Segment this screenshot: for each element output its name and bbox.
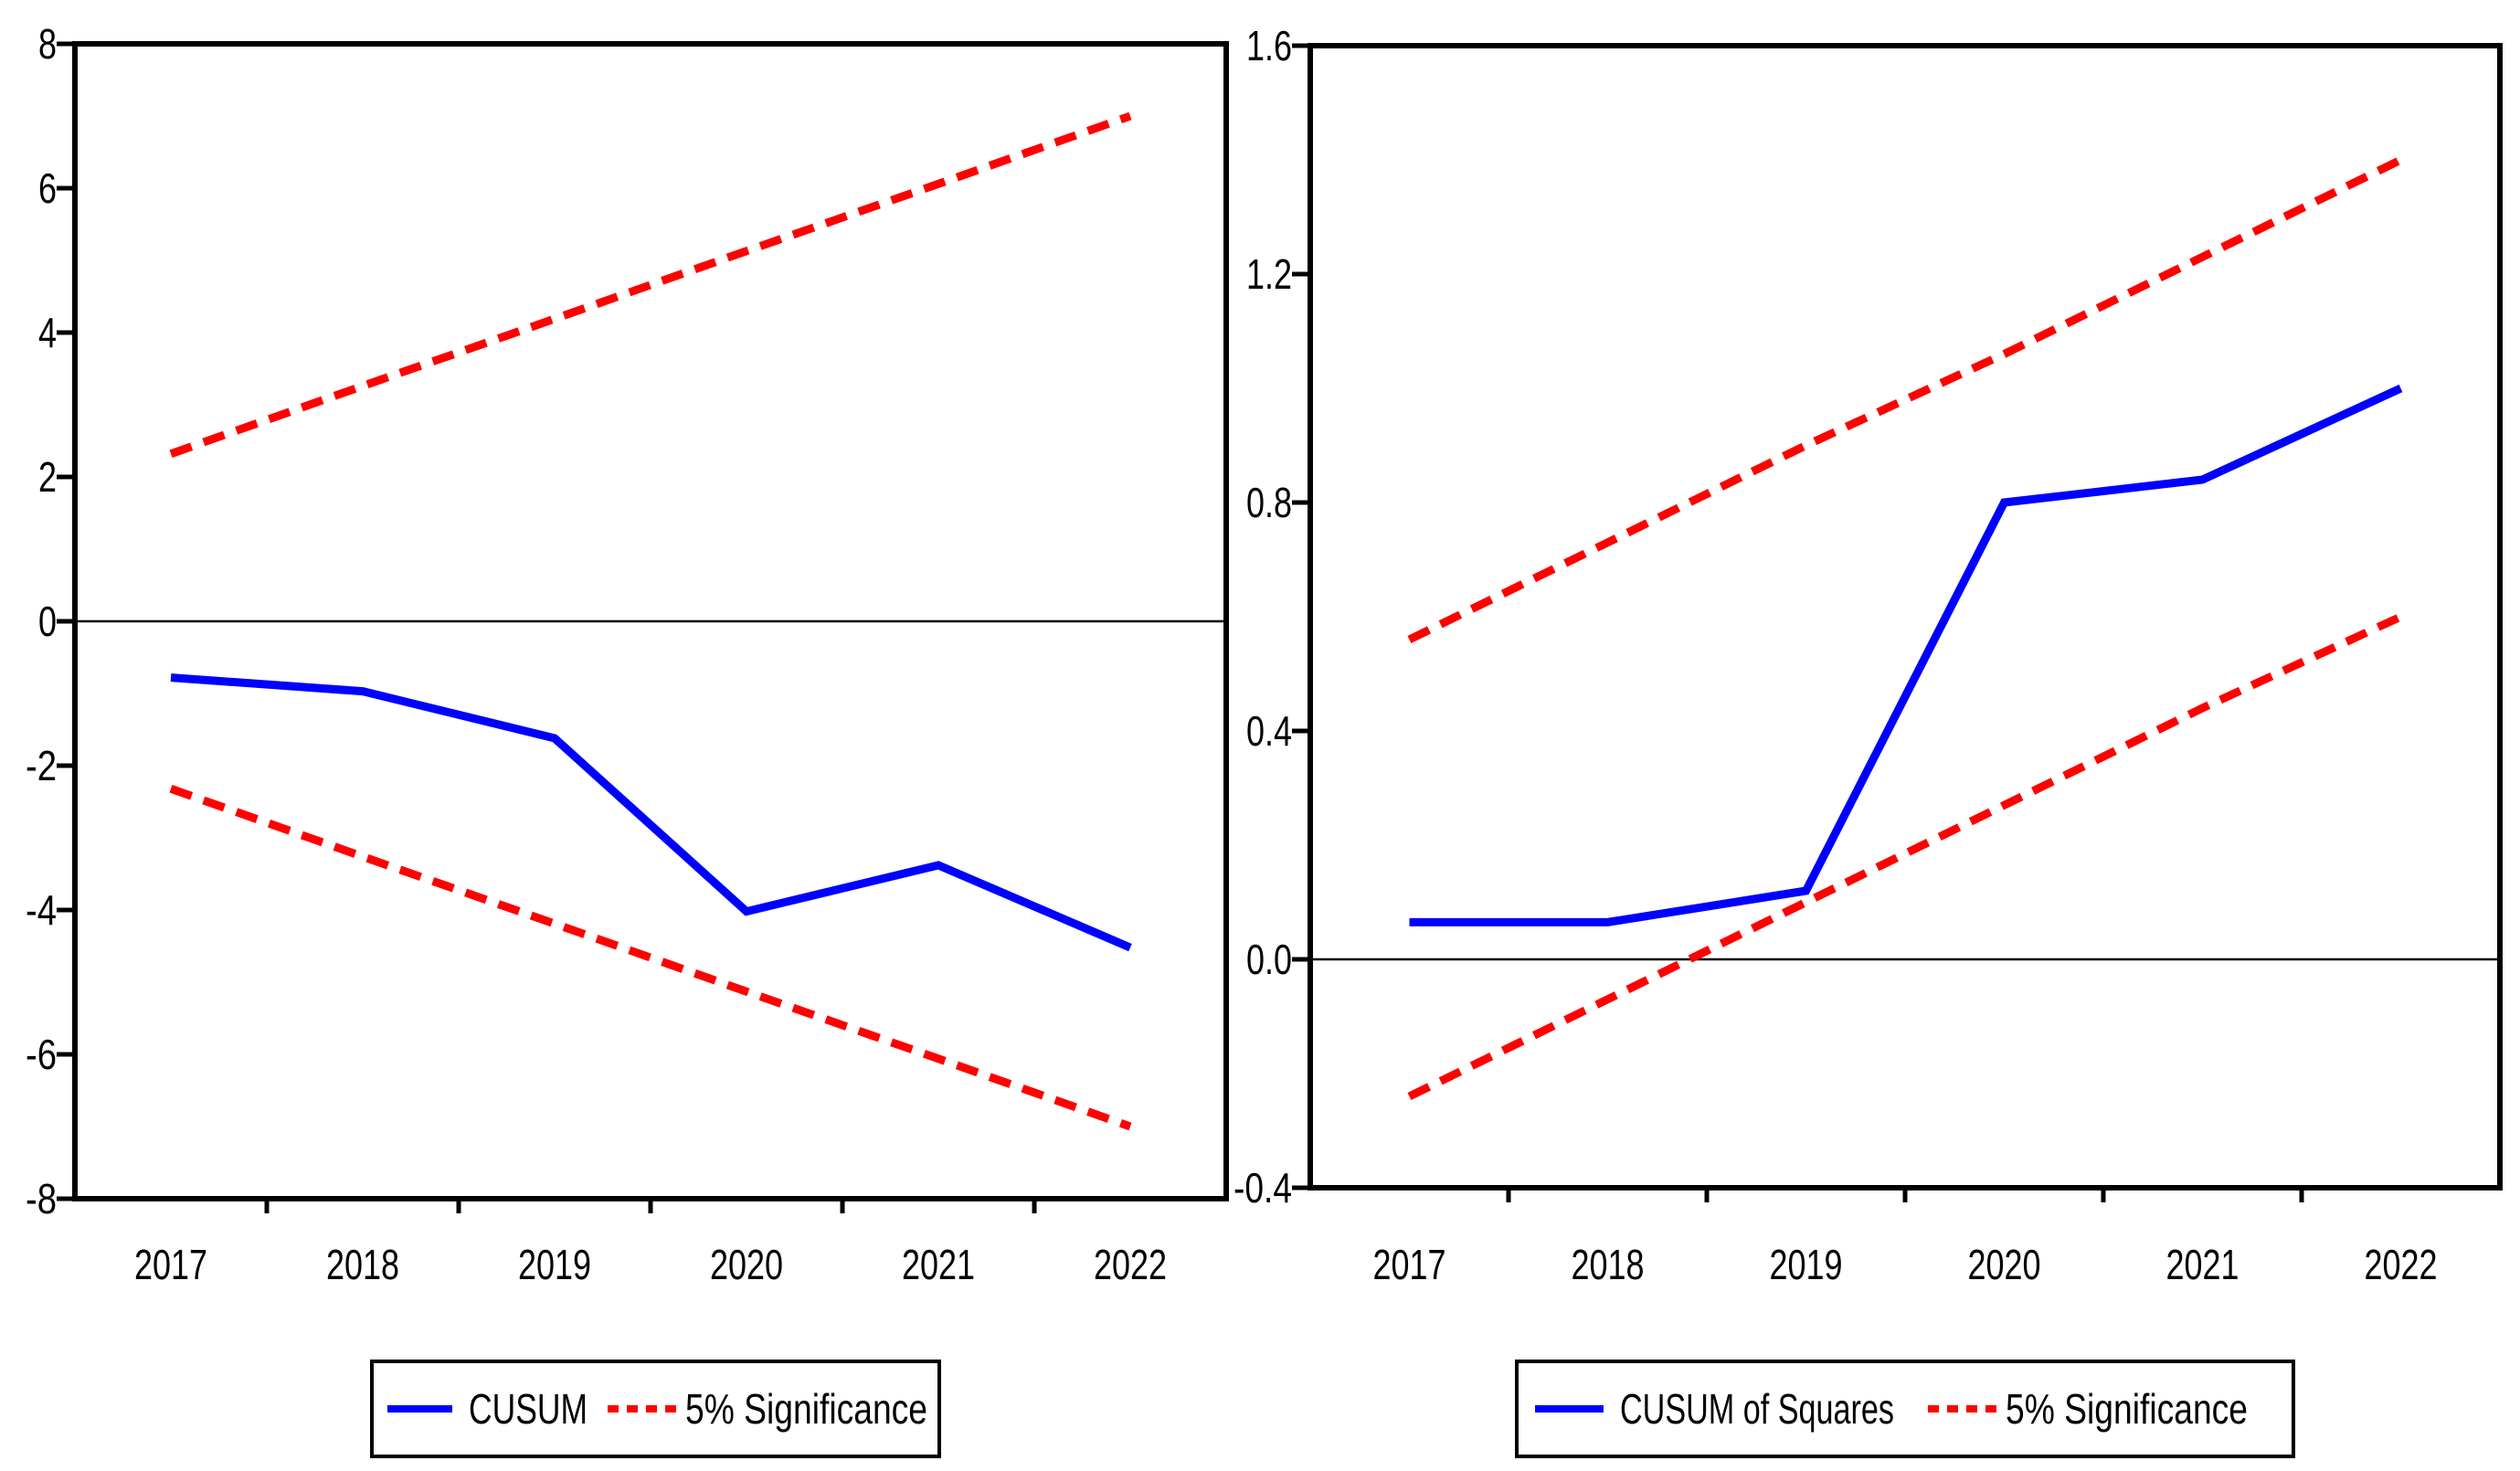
x-tick-label: 2017 <box>1373 1241 1446 1288</box>
cusum-line <box>170 673 1132 952</box>
legend-label: CUSUM <box>469 1385 588 1433</box>
x-tick-label: 2019 <box>1770 1241 1843 1288</box>
y-tick-label: -2 <box>26 742 57 789</box>
x-tick-label: 2020 <box>1968 1241 2041 1288</box>
significance-lower-line <box>169 785 1132 1131</box>
plot-frame <box>1308 43 2503 1191</box>
y-tick-label: -8 <box>26 1175 57 1222</box>
y-tick-label: 1.2 <box>1246 250 1292 298</box>
x-tick-label: 2021 <box>902 1241 975 1288</box>
y-tick-label: 6 <box>38 164 57 212</box>
y-tick-label: 4 <box>38 309 57 356</box>
x-tick-label: 2021 <box>2166 1241 2239 1288</box>
legend-label: CUSUM of Squares <box>1620 1385 1894 1433</box>
y-tick-label: 0.4 <box>1246 707 1292 755</box>
legend-label: 5% Significance <box>685 1385 927 1433</box>
significance-lower-line <box>1407 612 2403 1101</box>
x-tick-label: 2020 <box>710 1241 783 1288</box>
cusum-of-squares-chart: 1.6 1.2 0.8 0.4 0.0 -0.4 2017 2018 2019 2020 2021 2… <box>1234 22 2503 1458</box>
y-tick-label: -4 <box>26 886 57 934</box>
y-tick-label: 0.8 <box>1246 479 1292 526</box>
significance-upper-line <box>1407 155 2403 644</box>
x-tick-label: 2018 <box>326 1241 399 1288</box>
x-tick-label: 2022 <box>1094 1241 1167 1288</box>
y-tick-label: 2 <box>38 453 57 501</box>
y-tick-label: 1.6 <box>1246 22 1292 69</box>
x-tick-label: 2022 <box>2365 1241 2438 1288</box>
significance-upper-line <box>169 111 1132 458</box>
cusum-of-squares-line <box>1409 384 2403 926</box>
x-tick-label: 2018 <box>1572 1241 1645 1288</box>
y-tick-label: 0.0 <box>1246 936 1292 983</box>
x-tick-label: 2017 <box>134 1241 207 1288</box>
y-tick-label: 0 <box>38 598 57 645</box>
x-tick-label: 2019 <box>518 1241 591 1288</box>
cusum-chart: 8 6 4 2 0 -2 -4 -6 -8 2017 2018 2019 2020 2021 2022 CUS… <box>26 20 1229 1458</box>
y-tick-label: -6 <box>26 1031 57 1078</box>
y-tick-label: -0.4 <box>1234 1164 1292 1212</box>
y-tick-label: 8 <box>38 20 57 68</box>
legend-label: 5% Significance <box>2006 1385 2248 1433</box>
legend-box <box>1515 1360 2295 1458</box>
